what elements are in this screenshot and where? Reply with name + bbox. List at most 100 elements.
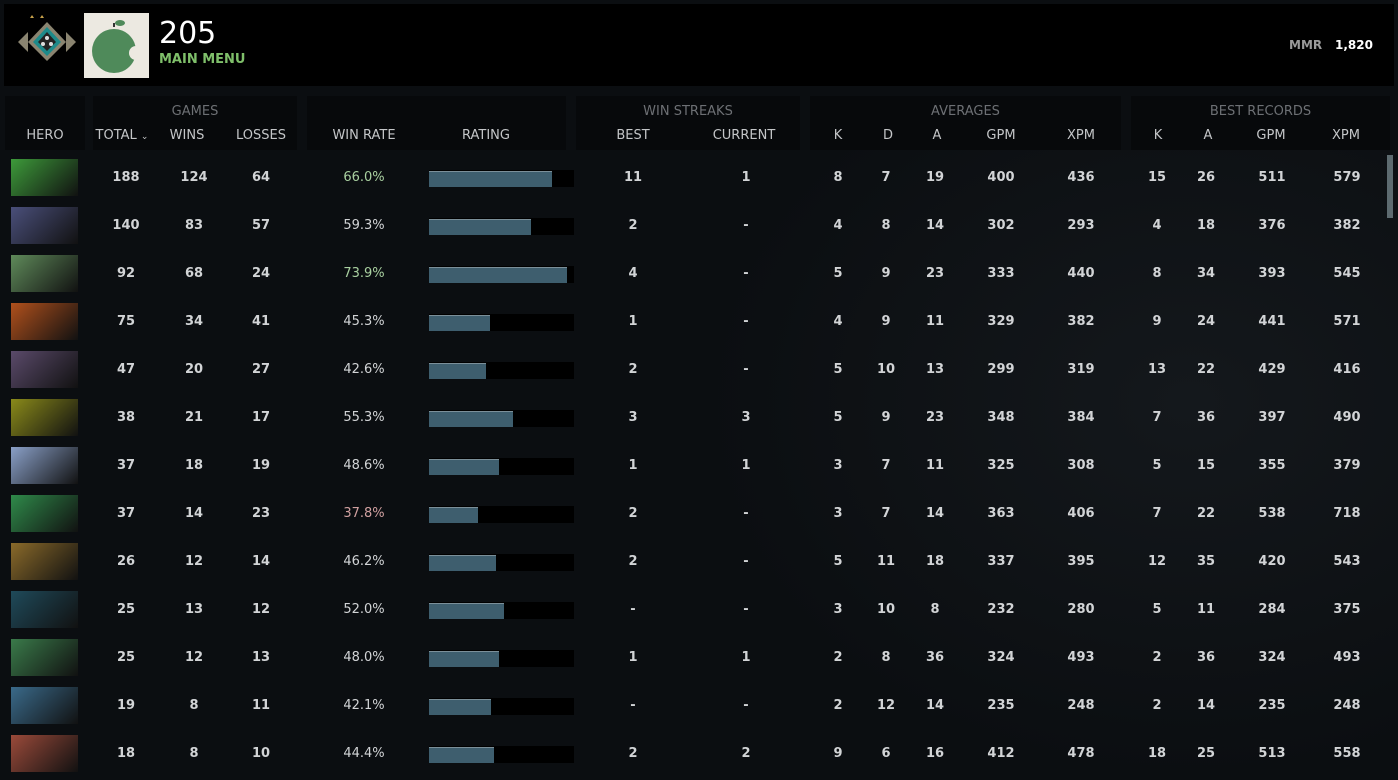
col-xpm[interactable]: XPM: [1067, 128, 1095, 143]
cell-xpm: 395: [1067, 554, 1095, 569]
col-wins[interactable]: WINS: [169, 128, 205, 143]
cell-gpm: 302: [987, 218, 1015, 233]
col-rating[interactable]: RATING: [462, 128, 510, 143]
avatar[interactable]: [84, 13, 149, 78]
cell-k: 4: [833, 314, 843, 329]
rating-bar: [429, 698, 574, 715]
col-best-a[interactable]: A: [1203, 128, 1213, 143]
cell-best-xpm: 382: [1333, 218, 1361, 233]
cell-best-xpm: 558: [1333, 746, 1361, 761]
rating-header-panel: [307, 96, 566, 150]
col-win-rate[interactable]: WIN RATE: [332, 128, 396, 143]
cell-a: 18: [925, 554, 945, 569]
cell-wins: 8: [189, 746, 199, 761]
hero-portrait[interactable]: [11, 255, 78, 292]
col-total[interactable]: TOTAL ⌄: [77, 128, 167, 143]
cell-wins: 124: [180, 170, 208, 185]
cell-gpm: 333: [987, 266, 1015, 281]
cell-gpm: 348: [987, 410, 1015, 425]
cell-current: -: [743, 506, 749, 521]
cell-best-k: 13: [1147, 362, 1167, 377]
green-apple-avatar: [92, 20, 143, 73]
cell-best-gpm: 513: [1258, 746, 1286, 761]
col-a[interactable]: A: [932, 128, 942, 143]
group-games: GAMES: [171, 104, 219, 119]
hero-portrait[interactable]: [11, 207, 78, 244]
cell-total: 37: [116, 458, 136, 473]
col-best-streak[interactable]: BEST: [616, 128, 650, 143]
main-menu-link[interactable]: MAIN MENU: [159, 52, 246, 67]
group-best-records: BEST RECORDS: [1209, 104, 1312, 119]
cell-d: 12: [876, 698, 896, 713]
cell-best-a: 34: [1196, 266, 1216, 281]
cell-best-k: 5: [1152, 602, 1162, 617]
cell-best: 2: [628, 554, 638, 569]
chevron-down-icon: ⌄: [140, 132, 149, 142]
cell-wins: 83: [184, 218, 204, 233]
cell-total: 25: [116, 650, 136, 665]
cell-xpm: 406: [1067, 506, 1095, 521]
hero-portrait[interactable]: [11, 399, 78, 436]
scrollbar[interactable]: [1387, 155, 1393, 218]
col-k[interactable]: K: [833, 128, 843, 143]
cell-best-xpm: 490: [1333, 410, 1361, 425]
cell-best-a: 36: [1196, 410, 1216, 425]
col-hero[interactable]: HERO: [26, 128, 64, 143]
hero-portrait[interactable]: [11, 543, 78, 580]
player-level: 205: [159, 16, 217, 51]
col-gpm[interactable]: GPM: [986, 128, 1016, 143]
cell-a: 14: [925, 698, 945, 713]
cell-xpm: 436: [1067, 170, 1095, 185]
cell-d: 10: [876, 602, 896, 617]
background-art: [700, 150, 1398, 780]
col-best-gpm[interactable]: GPM: [1256, 128, 1286, 143]
hero-portrait[interactable]: [11, 447, 78, 484]
hero-portrait[interactable]: [11, 351, 78, 388]
cell-a: 16: [925, 746, 945, 761]
col-losses[interactable]: LOSSES: [236, 128, 286, 143]
hero-portrait[interactable]: [11, 687, 78, 724]
hero-portrait[interactable]: [11, 591, 78, 628]
cell-total: 140: [112, 218, 140, 233]
cell-total: 38: [116, 410, 136, 425]
cell-total: 26: [116, 554, 136, 569]
cell-best-gpm: 393: [1258, 266, 1286, 281]
col-d[interactable]: D: [882, 128, 893, 143]
cell-xpm: 493: [1067, 650, 1095, 665]
hero-portrait[interactable]: [11, 303, 78, 340]
cell-best-a: 24: [1196, 314, 1216, 329]
cell-losses: 24: [251, 266, 271, 281]
hero-header-panel: [5, 96, 85, 150]
cell-best-a: 22: [1196, 506, 1216, 521]
hero-portrait[interactable]: [11, 639, 78, 676]
cell-current: -: [743, 698, 749, 713]
cell-best: 2: [628, 218, 638, 233]
rating-bar-fill: [429, 507, 479, 523]
cell-best-k: 18: [1147, 746, 1167, 761]
cell-win-rate: 42.6%: [343, 362, 385, 377]
cell-xpm: 384: [1067, 410, 1095, 425]
cell-best-xpm: 379: [1333, 458, 1361, 473]
cell-best-a: 25: [1196, 746, 1216, 761]
cell-total: 37: [116, 506, 136, 521]
mmr-value: 1,820: [1335, 38, 1373, 52]
cell-xpm: 440: [1067, 266, 1095, 281]
cell-best-xpm: 718: [1333, 506, 1361, 521]
hero-portrait[interactable]: [11, 735, 78, 772]
col-best-k[interactable]: K: [1153, 128, 1163, 143]
cell-k: 5: [833, 266, 843, 281]
group-win-streaks: WIN STREAKS: [643, 104, 733, 119]
col-current-streak[interactable]: CURRENT: [712, 128, 776, 143]
cell-best-a: 11: [1196, 602, 1216, 617]
cell-d: 7: [881, 506, 891, 521]
col-best-xpm[interactable]: XPM: [1332, 128, 1360, 143]
cell-best-k: 7: [1152, 410, 1162, 425]
hero-portrait[interactable]: [11, 159, 78, 196]
cell-k: 8: [833, 170, 843, 185]
hero-portrait[interactable]: [11, 495, 78, 532]
rating-bar-fill: [429, 747, 495, 763]
cell-d: 8: [881, 218, 891, 233]
cell-best-k: 7: [1152, 506, 1162, 521]
cell-a: 13: [925, 362, 945, 377]
cell-total: 19: [116, 698, 136, 713]
